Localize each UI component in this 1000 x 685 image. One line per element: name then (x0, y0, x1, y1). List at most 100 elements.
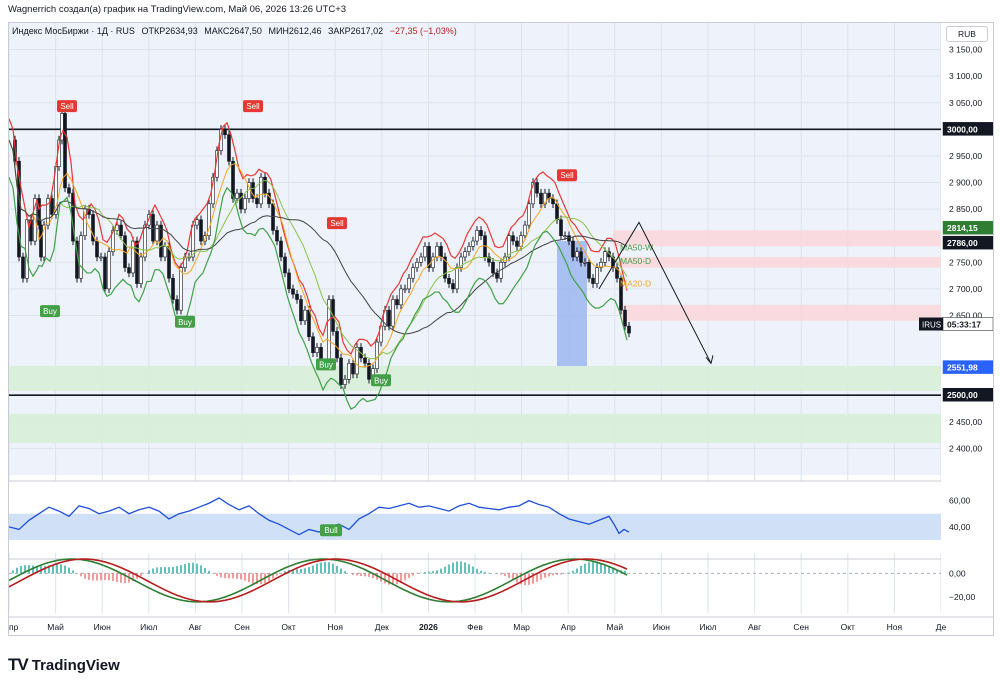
candle-body (167, 246, 171, 279)
candle-body (531, 182, 535, 205)
candle-body (455, 267, 459, 290)
legend-symbol: Индекс МосБиржи · 1Д · RUS (12, 26, 135, 36)
candle-body (351, 363, 355, 375)
tradingview-logo[interactable]: TV TradingView (8, 654, 120, 676)
candle-body (37, 198, 41, 226)
price-label-bg (942, 235, 993, 250)
candle-body (287, 272, 291, 290)
candle-body (539, 192, 543, 205)
legend-close: ЗАКР2617,02 (327, 26, 384, 36)
candle-body (367, 363, 371, 380)
candle-body (291, 288, 295, 295)
candle-body (39, 224, 43, 258)
sell-signal: Sell (327, 217, 347, 230)
legend-low: МИН2612,46 (268, 26, 322, 36)
sell-signal: Sell (57, 100, 77, 113)
time-axis-label: Окт (281, 622, 295, 632)
candle-body (583, 261, 587, 264)
candle-body (575, 251, 579, 258)
price-tick-label: 2 950,00 (949, 151, 982, 161)
candle-body (563, 235, 567, 238)
candle-body (463, 251, 467, 258)
candle-body (235, 192, 239, 199)
time-axis-label: Апр (561, 622, 576, 632)
time-axis-label: Авг (189, 622, 202, 632)
symbol-tag-text: IRUS (922, 321, 941, 330)
tradingview-mark-icon: TV (8, 655, 29, 674)
candle-body (99, 256, 103, 259)
moving-average-line (9, 118, 628, 356)
chart-svg[interactable]: MA50-W MA50-D MA20-D Sell Sell Sell Sell Buy Buy… (9, 23, 993, 635)
price-label: 2500,00 (942, 387, 993, 402)
candle-body (63, 113, 67, 189)
candle-body (435, 246, 439, 258)
sell-signal: Sell (557, 169, 577, 182)
candle-body (627, 325, 631, 334)
candle-body (447, 277, 451, 284)
candle-body (347, 363, 351, 380)
candle-body (199, 219, 203, 242)
candle-body (195, 219, 199, 226)
buy-badge (371, 374, 391, 387)
price-tick-label: 2 400,00 (949, 443, 982, 453)
symbol-legend: Индекс МосБиржи · 1Д · RUS ОТКР2634,93 М… (12, 26, 461, 36)
candle-body (107, 251, 111, 290)
supertrend-up-line (9, 177, 628, 410)
zone-pink (621, 256, 949, 268)
candle-body (191, 224, 195, 258)
candle-body (399, 288, 403, 306)
price-label: 2786,00 (942, 235, 993, 250)
candle-body (151, 214, 155, 242)
candle-body (591, 277, 595, 284)
candle-body (599, 261, 603, 268)
sell-label: Sell (560, 171, 574, 180)
buy-label: Buy (319, 360, 333, 369)
price-label-text: 2500,00 (947, 390, 978, 400)
candle-body (523, 224, 527, 237)
candle-body (271, 203, 275, 231)
sell-label: Sell (246, 102, 260, 111)
candle-body (21, 256, 25, 279)
price-tick-label: 3 150,00 (949, 45, 982, 55)
zone-pink (621, 304, 949, 321)
candle-body (603, 251, 607, 263)
price-tick-label: 3 050,00 (949, 98, 982, 108)
legend-open: ОТКР2634,93 (141, 26, 198, 36)
price-tick-label: 2 650,00 (949, 310, 982, 320)
currency-selector[interactable]: RUB (946, 26, 988, 42)
time-axis-label: 2026 (419, 622, 438, 632)
candle-body (175, 299, 179, 311)
candle-body (387, 309, 391, 327)
candle-body (259, 176, 263, 205)
candle-body (42, 224, 46, 258)
legend-change: −27,35 (−1,03%) (389, 26, 457, 36)
time-axis-label: Июл (699, 622, 716, 632)
candle-body (443, 256, 447, 279)
candle-body (407, 277, 411, 290)
buy-label: Buy (178, 318, 192, 327)
osc-tick-label: 0,00 (949, 568, 966, 578)
sell-signal: Sell (243, 100, 263, 113)
candle-body (263, 176, 267, 194)
sell-badge (243, 100, 263, 113)
candle-body (551, 198, 555, 205)
candle-body (163, 246, 167, 258)
candle-body (95, 240, 99, 258)
candle-body (419, 256, 423, 263)
tradingview-wordmark: TradingView (31, 656, 120, 674)
legend-high: МАКС2647,50 (204, 26, 262, 36)
price-label: 2814,15 (942, 220, 993, 235)
zone-green (9, 365, 949, 391)
candle-body (103, 256, 107, 290)
candle-body (459, 256, 463, 268)
candle-body (243, 198, 247, 210)
candle-body (467, 246, 471, 252)
time-axis-label: Ноя (327, 622, 343, 632)
time-axis-label: пр (9, 622, 19, 632)
sell-badge (557, 169, 577, 182)
chart-panel[interactable]: MA50-W MA50-D MA20-D Sell Sell Sell Sell Buy Buy… (8, 22, 994, 636)
price-label: 3000,00 (942, 122, 993, 136)
candle-body (411, 267, 415, 279)
candle-body (303, 309, 307, 322)
bull-badge (320, 524, 342, 537)
